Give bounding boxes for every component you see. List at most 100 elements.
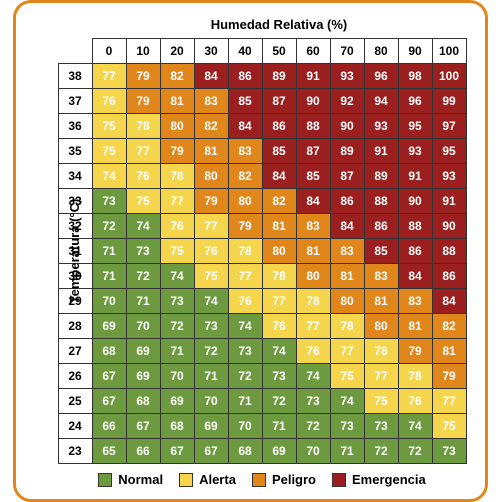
cell: 76 — [398, 389, 432, 414]
cell: 73 — [92, 189, 126, 214]
cell: 70 — [160, 364, 194, 389]
cell: 77 — [262, 289, 296, 314]
cell: 78 — [330, 314, 364, 339]
cell: 99 — [432, 89, 466, 114]
cell: 70 — [296, 439, 330, 464]
cell: 69 — [194, 414, 228, 439]
row-header: 28 — [58, 314, 92, 339]
legend-label: Alerta — [199, 472, 236, 487]
cell: 83 — [296, 214, 330, 239]
cell: 91 — [398, 164, 432, 189]
row-header: 26 — [58, 364, 92, 389]
row-header: 35 — [58, 139, 92, 164]
cell: 81 — [398, 314, 432, 339]
cell: 69 — [92, 314, 126, 339]
table-row: 357577798183858789919395 — [58, 139, 466, 164]
cell: 95 — [398, 114, 432, 139]
cell: 77 — [330, 339, 364, 364]
legend-label: Normal — [118, 472, 163, 487]
cell: 77 — [364, 364, 398, 389]
table-row: 317173757678808183858688 — [58, 239, 466, 264]
row-header: 38 — [58, 64, 92, 89]
cell: 81 — [364, 289, 398, 314]
row-header: 24 — [58, 414, 92, 439]
cell: 80 — [296, 264, 330, 289]
cell: 91 — [364, 139, 398, 164]
cell: 84 — [262, 164, 296, 189]
cell: 83 — [330, 239, 364, 264]
cell: 97 — [432, 114, 466, 139]
cell: 83 — [364, 264, 398, 289]
cell: 96 — [398, 89, 432, 114]
cell: 67 — [126, 414, 160, 439]
cell: 69 — [126, 339, 160, 364]
col-header: 30 — [194, 39, 228, 64]
cell: 81 — [330, 264, 364, 289]
cell: 65 — [92, 439, 126, 464]
cell: 82 — [228, 164, 262, 189]
table-row: 246667686970717273737475 — [58, 414, 466, 439]
cell: 89 — [330, 139, 364, 164]
cell: 75 — [364, 389, 398, 414]
cell: 79 — [126, 89, 160, 114]
col-header: 10 — [126, 39, 160, 64]
cell: 68 — [126, 389, 160, 414]
col-header: 0 — [92, 39, 126, 64]
row-header: 27 — [58, 339, 92, 364]
cell: 73 — [228, 339, 262, 364]
cell: 85 — [262, 139, 296, 164]
cell: 85 — [364, 239, 398, 264]
cell: 77 — [194, 214, 228, 239]
cell: 95 — [432, 139, 466, 164]
cell: 72 — [296, 414, 330, 439]
legend-label: Peligro — [272, 472, 316, 487]
cell: 93 — [364, 114, 398, 139]
cell: 72 — [398, 439, 432, 464]
cell: 88 — [398, 214, 432, 239]
cell: 92 — [330, 89, 364, 114]
cell: 80 — [364, 314, 398, 339]
cell: 80 — [262, 239, 296, 264]
cell: 84 — [194, 64, 228, 89]
cell: 88 — [364, 189, 398, 214]
cell: 90 — [330, 114, 364, 139]
cell: 90 — [296, 89, 330, 114]
cell: 77 — [126, 139, 160, 164]
cell: 71 — [228, 389, 262, 414]
cell: 67 — [194, 439, 228, 464]
cell: 66 — [92, 414, 126, 439]
cell: 90 — [432, 214, 466, 239]
cell: 71 — [126, 289, 160, 314]
cell: 72 — [364, 439, 398, 464]
cell: 74 — [330, 389, 364, 414]
cell: 87 — [262, 89, 296, 114]
col-header: 100 — [432, 39, 466, 64]
cell: 73 — [296, 389, 330, 414]
cell: 81 — [262, 214, 296, 239]
cell: 85 — [228, 89, 262, 114]
cell: 75 — [194, 264, 228, 289]
cell: 78 — [364, 339, 398, 364]
cell: 78 — [296, 289, 330, 314]
cell: 77 — [432, 389, 466, 414]
cell: 76 — [92, 89, 126, 114]
cell: 85 — [296, 164, 330, 189]
legend-swatch — [252, 473, 266, 487]
cell: 77 — [92, 64, 126, 89]
cell: 79 — [228, 214, 262, 239]
cell: 71 — [262, 414, 296, 439]
cell: 74 — [194, 289, 228, 314]
table-row: 347476788082848587899193 — [58, 164, 466, 189]
row-header: 23 — [58, 439, 92, 464]
cell: 70 — [228, 414, 262, 439]
cell: 76 — [228, 289, 262, 314]
cell: 66 — [126, 439, 160, 464]
legend-item: Alerta — [179, 472, 236, 487]
cell: 93 — [432, 164, 466, 189]
table-row: 266769707172737475777879 — [58, 364, 466, 389]
cell: 90 — [398, 189, 432, 214]
col-header: 40 — [228, 39, 262, 64]
cell: 77 — [296, 314, 330, 339]
cell: 75 — [330, 364, 364, 389]
cell: 75 — [92, 139, 126, 164]
